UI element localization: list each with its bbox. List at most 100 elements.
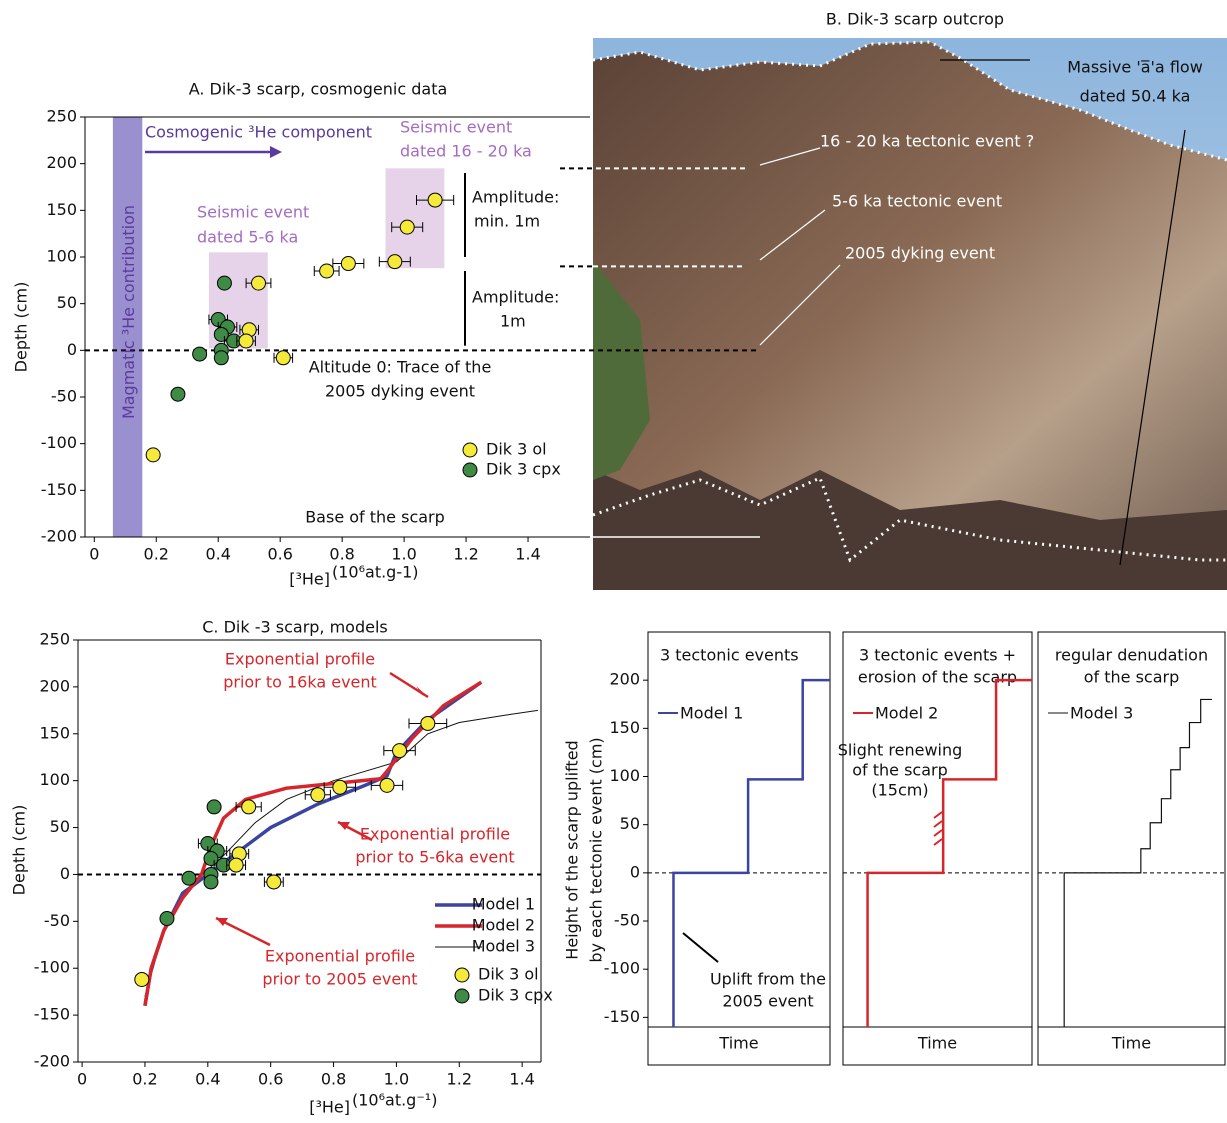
y-tick-label: -50 xyxy=(51,387,77,406)
point xyxy=(228,857,244,873)
annotation: dated 16 - 20 ka xyxy=(400,142,532,161)
point xyxy=(134,971,150,987)
legend-marker xyxy=(454,988,470,1004)
point xyxy=(332,779,348,795)
legend-label: Dik 3 cpx xyxy=(486,460,561,479)
x-tick-label: 0.6 xyxy=(258,1070,283,1089)
point xyxy=(319,263,335,279)
annotation: Altitude 0: Trace of the xyxy=(309,358,492,377)
photo: B. Dik-3 scarp outcrop Massive 'a̅'a flo… xyxy=(592,10,1227,590)
point xyxy=(275,350,291,366)
y-tick-label: -50 xyxy=(614,911,640,930)
panel-title: 3 tectonic events xyxy=(660,646,799,665)
photo-label: 5-6 ka tectonic event xyxy=(832,192,1002,211)
panel-frame xyxy=(647,631,831,1066)
y-tick-label: -200 xyxy=(41,527,77,546)
x-axis-label: Time xyxy=(1111,1034,1151,1053)
x-tick-label: 0.2 xyxy=(144,545,169,564)
point xyxy=(392,743,408,759)
x-axis-label: [³He] xyxy=(289,570,330,589)
y-tick-label: 0 xyxy=(630,862,640,881)
arrow-head xyxy=(216,918,228,926)
x-axis-label: [³He] xyxy=(309,1098,350,1117)
legend-marker xyxy=(462,442,478,458)
annotation: of the scarp xyxy=(852,761,948,780)
model-line xyxy=(866,678,1032,1027)
legend-label: Model 1 xyxy=(472,895,535,914)
pointer xyxy=(1119,129,1186,566)
y-tick-label: -100 xyxy=(604,959,640,978)
y-tick-label: 200 xyxy=(39,676,70,695)
x-tick-label: 0.2 xyxy=(132,1070,157,1089)
photo-label: dated 50.4 ka xyxy=(1080,87,1191,106)
annotation: dated 5-6 ka xyxy=(197,228,298,247)
annotation: 2005 event xyxy=(722,992,813,1011)
x-tick-label: 1.4 xyxy=(509,1070,534,1089)
panel-title: of the scarp xyxy=(1084,668,1180,687)
annotation: min. 1m xyxy=(474,212,540,231)
annotation: Base of the scarp xyxy=(305,508,445,527)
legend-label: Model 2 xyxy=(875,704,938,723)
y-tick-label: 50 xyxy=(50,817,70,836)
legend-label: Model 1 xyxy=(680,704,743,723)
panel-frame xyxy=(842,631,1033,1066)
legend-label: Dik 3 ol xyxy=(478,965,539,984)
legend-label: Model 3 xyxy=(472,937,535,956)
legend-label: Model 3 xyxy=(1070,704,1133,723)
point xyxy=(216,275,232,291)
y-tick-label: 100 xyxy=(46,247,77,266)
photo-bush xyxy=(593,260,650,480)
point xyxy=(427,192,443,208)
photo-cliff xyxy=(593,42,1227,590)
model-line xyxy=(672,678,830,1027)
legend-label: Dik 3 ol xyxy=(486,440,547,459)
legend-label: Model 2 xyxy=(472,916,535,935)
point xyxy=(379,777,395,793)
y-tick-label: -150 xyxy=(41,480,77,499)
y-tick-label: 250 xyxy=(46,107,77,126)
pointer xyxy=(682,932,719,963)
point xyxy=(399,219,415,235)
annotation: (15cm) xyxy=(871,781,928,800)
erosion-hatch xyxy=(933,820,943,828)
panel-title: regular denudation xyxy=(1055,646,1208,665)
x-tick-label: 0 xyxy=(89,545,99,564)
annotation: Amplitude: xyxy=(472,288,559,307)
y-tick-label: 150 xyxy=(46,200,77,219)
legend-marker xyxy=(462,462,478,478)
y-tick-label: 50 xyxy=(57,293,77,312)
panel-frame xyxy=(1037,631,1226,1066)
pointer xyxy=(759,209,826,261)
annotation: Slight renewing xyxy=(838,741,963,760)
photo-label: 2005 dyking event xyxy=(845,244,995,263)
annotation: prior to 5-6ka event xyxy=(355,848,514,867)
x-tick-label: 1.4 xyxy=(515,545,540,564)
point xyxy=(340,256,356,272)
y-tick-label: -150 xyxy=(604,1007,640,1026)
annotation: Seismic event xyxy=(197,203,309,222)
y-tick-label: 150 xyxy=(39,723,70,742)
y-axis-label: Height of the scarp uplifted xyxy=(563,740,582,959)
y-axis-label: Depth (cm) xyxy=(10,805,29,896)
y-tick-label: -100 xyxy=(41,433,77,452)
y-tick-label: -200 xyxy=(34,1052,70,1071)
point xyxy=(387,254,403,270)
point xyxy=(159,911,175,927)
x-tick-label: 0.6 xyxy=(267,545,292,564)
point xyxy=(181,870,197,886)
x-tick-label: 1.0 xyxy=(391,545,416,564)
annotation: Exponential profile xyxy=(265,947,415,966)
point xyxy=(238,333,254,349)
annotation: Cosmogenic ³He component xyxy=(145,123,372,142)
y-tick-label: 100 xyxy=(609,766,640,785)
arrow-head xyxy=(338,822,350,830)
x-tick-label: 1.2 xyxy=(447,1070,472,1089)
y-tick-label: 0 xyxy=(60,864,70,883)
x-tick-label: 0 xyxy=(77,1070,87,1089)
point xyxy=(206,799,222,815)
photo-outline xyxy=(592,475,1227,563)
point xyxy=(170,386,186,402)
magmatic-band xyxy=(112,117,143,537)
annotation: Exponential profile xyxy=(225,650,375,669)
y-tick-label: 200 xyxy=(609,670,640,689)
